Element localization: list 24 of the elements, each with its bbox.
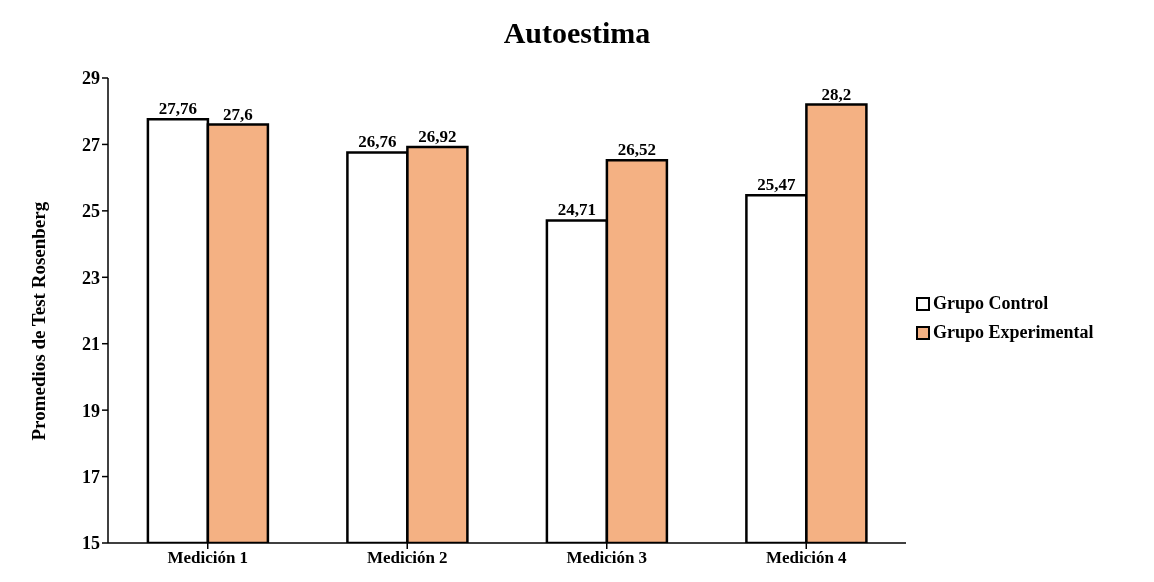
data-label: 26,52 (617, 140, 657, 160)
x-tick-label: Medición 3 (566, 548, 648, 568)
data-label: 25,47 (757, 175, 797, 195)
legend-label: Grupo Control (933, 293, 1049, 314)
legend-label: Grupo Experimental (933, 322, 1094, 343)
y-tick-label: 27 (82, 134, 100, 155)
y-axis-title: Promedios de Test Rosenberg (27, 201, 49, 441)
y-tick-label: 17 (82, 466, 100, 487)
data-label: 26,92 (418, 127, 457, 147)
y-tick-label: 29 (82, 68, 100, 89)
y-tick-label: 21 (82, 334, 100, 355)
y-tick-label: 23 (82, 267, 100, 288)
y-tick-label: 15 (82, 533, 100, 554)
x-tick-label: Medición 4 (765, 548, 848, 568)
data-label: 26,76 (358, 132, 397, 152)
data-label: 24,71 (557, 200, 597, 220)
data-label: 28,2 (821, 84, 852, 104)
chart-title: Autoestima (502, 15, 652, 51)
x-tick-label: Medición 1 (167, 548, 249, 568)
data-label: 27,6 (223, 104, 253, 124)
y-tick-label: 19 (82, 400, 100, 421)
y-tick-label: 25 (82, 201, 100, 222)
data-label: 27,76 (158, 99, 198, 119)
x-tick-label: Medición 2 (366, 548, 448, 568)
